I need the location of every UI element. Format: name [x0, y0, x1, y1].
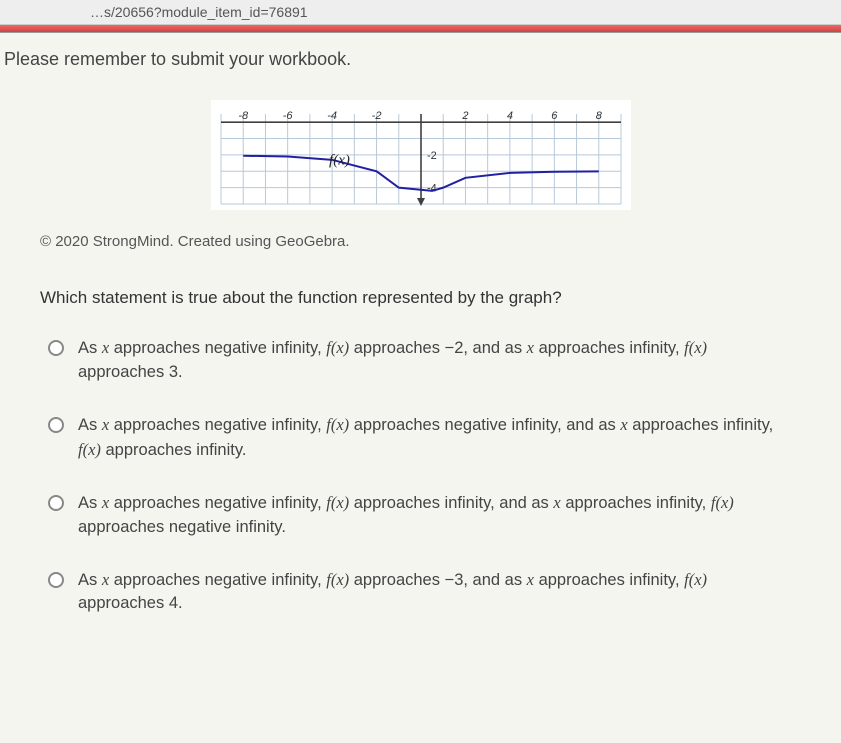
graph-container: -8 -6 -4 -2 2 4 6 8 -2 -4 f(x)	[0, 100, 841, 215]
svg-text:-4: -4	[427, 183, 437, 195]
radio-icon[interactable]	[48, 572, 64, 588]
answer-option[interactable]: As x approaches negative infinity, f(x) …	[48, 336, 793, 385]
svg-text:6: 6	[551, 110, 558, 122]
svg-text:-8: -8	[238, 110, 249, 122]
svg-text:8: 8	[595, 110, 602, 122]
option-text: As x approaches negative infinity, f(x) …	[78, 491, 793, 540]
radio-icon[interactable]	[48, 495, 64, 511]
header-accent-bar	[0, 25, 841, 33]
page-content: Please remember to submit your workbook.…	[0, 33, 841, 616]
answer-option[interactable]: As x approaches negative infinity, f(x) …	[48, 568, 793, 617]
svg-text:-6: -6	[282, 110, 293, 122]
url-text: …s/20656?module_item_id=76891	[90, 4, 308, 20]
option-text: As x approaches negative infinity, f(x) …	[78, 568, 793, 617]
svg-text:f(x): f(x)	[329, 153, 350, 169]
answer-option[interactable]: As x approaches negative infinity, f(x) …	[48, 413, 793, 463]
svg-text:2: 2	[461, 110, 468, 122]
svg-text:4: 4	[506, 110, 512, 122]
url-bar: …s/20656?module_item_id=76891	[0, 0, 841, 25]
option-text: As x approaches negative infinity, f(x) …	[78, 413, 793, 463]
radio-icon[interactable]	[48, 417, 64, 433]
copyright-text: © 2020 StrongMind. Created using GeoGebr…	[0, 223, 841, 280]
answer-option[interactable]: As x approaches negative infinity, f(x) …	[48, 491, 793, 540]
svg-text:-2: -2	[427, 150, 437, 162]
option-text: As x approaches negative infinity, f(x) …	[78, 336, 793, 385]
instruction-text: Please remember to submit your workbook.	[0, 43, 841, 90]
options-list: As x approaches negative infinity, f(x) …	[0, 336, 841, 616]
svg-text:-2: -2	[371, 110, 381, 122]
question-text: Which statement is true about the functi…	[0, 280, 841, 336]
svg-text:-4: -4	[327, 110, 337, 122]
function-graph: -8 -6 -4 -2 2 4 6 8 -2 -4 f(x)	[211, 100, 631, 210]
radio-icon[interactable]	[48, 340, 64, 356]
